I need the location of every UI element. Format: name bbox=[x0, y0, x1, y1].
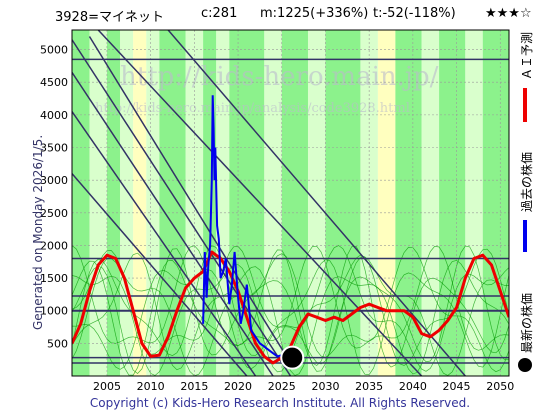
background-band bbox=[421, 30, 440, 376]
x-tick-label: 2010 bbox=[137, 380, 165, 393]
background-band bbox=[439, 30, 466, 376]
diagonal-trend-line bbox=[72, 72, 274, 376]
x-tick-label: 2005 bbox=[93, 380, 121, 393]
watermark-url: http://kids-hero.main.jp/ bbox=[120, 62, 439, 92]
background-band bbox=[264, 30, 282, 376]
background-band bbox=[465, 30, 483, 376]
background-band bbox=[106, 30, 121, 376]
diagonal-trend-line bbox=[167, 30, 466, 376]
x-tick-label: 2020 bbox=[224, 380, 252, 393]
x-tick-label: 2040 bbox=[399, 380, 427, 393]
plot-frame bbox=[71, 29, 510, 377]
max-label: m:1225(+336%) bbox=[260, 6, 369, 21]
chart-header: 3928=マイネット c:281 m:1225(+336%) t:-52(-11… bbox=[55, 6, 532, 25]
x-tick-label: 2035 bbox=[355, 380, 383, 393]
y-tick-label: 5000 bbox=[40, 44, 68, 57]
background-band bbox=[72, 30, 90, 376]
x-tick-label: 2025 bbox=[268, 380, 296, 393]
legend-latest-label: 最新の株価 bbox=[519, 293, 534, 353]
background-band bbox=[216, 30, 230, 376]
latest-price-marker bbox=[280, 345, 305, 370]
x-tick-label: 2030 bbox=[311, 380, 339, 393]
y-tick-label: 500 bbox=[47, 337, 68, 350]
background-band bbox=[482, 30, 509, 376]
current-price-label: c:281 bbox=[201, 6, 238, 21]
x-tick-label: 2015 bbox=[180, 380, 208, 393]
y-tick-label: 4500 bbox=[40, 76, 68, 89]
x-tick-label: 2045 bbox=[443, 380, 471, 393]
y-tick-label: 3500 bbox=[40, 142, 68, 155]
decorative-green-line bbox=[72, 245, 509, 372]
generated-date-label: Generated on Monday 2026/1/5. bbox=[31, 135, 45, 330]
watermark-sub-url: http://kids-hero.main.jp/analysis/code39… bbox=[95, 101, 410, 116]
legend-past-label: 過去の株価 bbox=[519, 152, 534, 212]
legend-latest-key bbox=[518, 358, 532, 372]
decorative-green-line bbox=[72, 245, 509, 375]
y-tick-label: 4000 bbox=[40, 109, 68, 122]
diagonal-trend-line bbox=[88, 36, 292, 364]
legend-ai-label: ＡＩ予測 bbox=[520, 32, 534, 80]
diagonal-trend-line bbox=[72, 39, 292, 376]
target-label: t:-52(-118%) bbox=[373, 6, 456, 21]
copyright-text: Copyright (c) Kids-Hero Research Institu… bbox=[89, 396, 471, 410]
x-tick-label: 2050 bbox=[486, 380, 514, 393]
y-tick-label: 2000 bbox=[40, 239, 68, 252]
diagonal-trend-line bbox=[72, 173, 248, 376]
y-tick-label: 2500 bbox=[40, 207, 68, 220]
decorative-green-line bbox=[72, 252, 509, 376]
background-band bbox=[159, 30, 186, 376]
diagonal-trend-line bbox=[97, 30, 423, 376]
background-band bbox=[395, 30, 422, 376]
rating-stars: ★★★☆ bbox=[485, 6, 532, 21]
y-tick-label: 1500 bbox=[40, 272, 68, 285]
y-tick-label: 3000 bbox=[40, 174, 68, 187]
background-band bbox=[133, 30, 147, 376]
past-price-line bbox=[202, 95, 286, 359]
ticker-label: 3928=マイネット bbox=[55, 10, 164, 25]
y-tick-label: 1000 bbox=[40, 305, 68, 318]
diagonal-trend-line bbox=[72, 111, 257, 376]
decorative-green-line bbox=[72, 246, 509, 376]
